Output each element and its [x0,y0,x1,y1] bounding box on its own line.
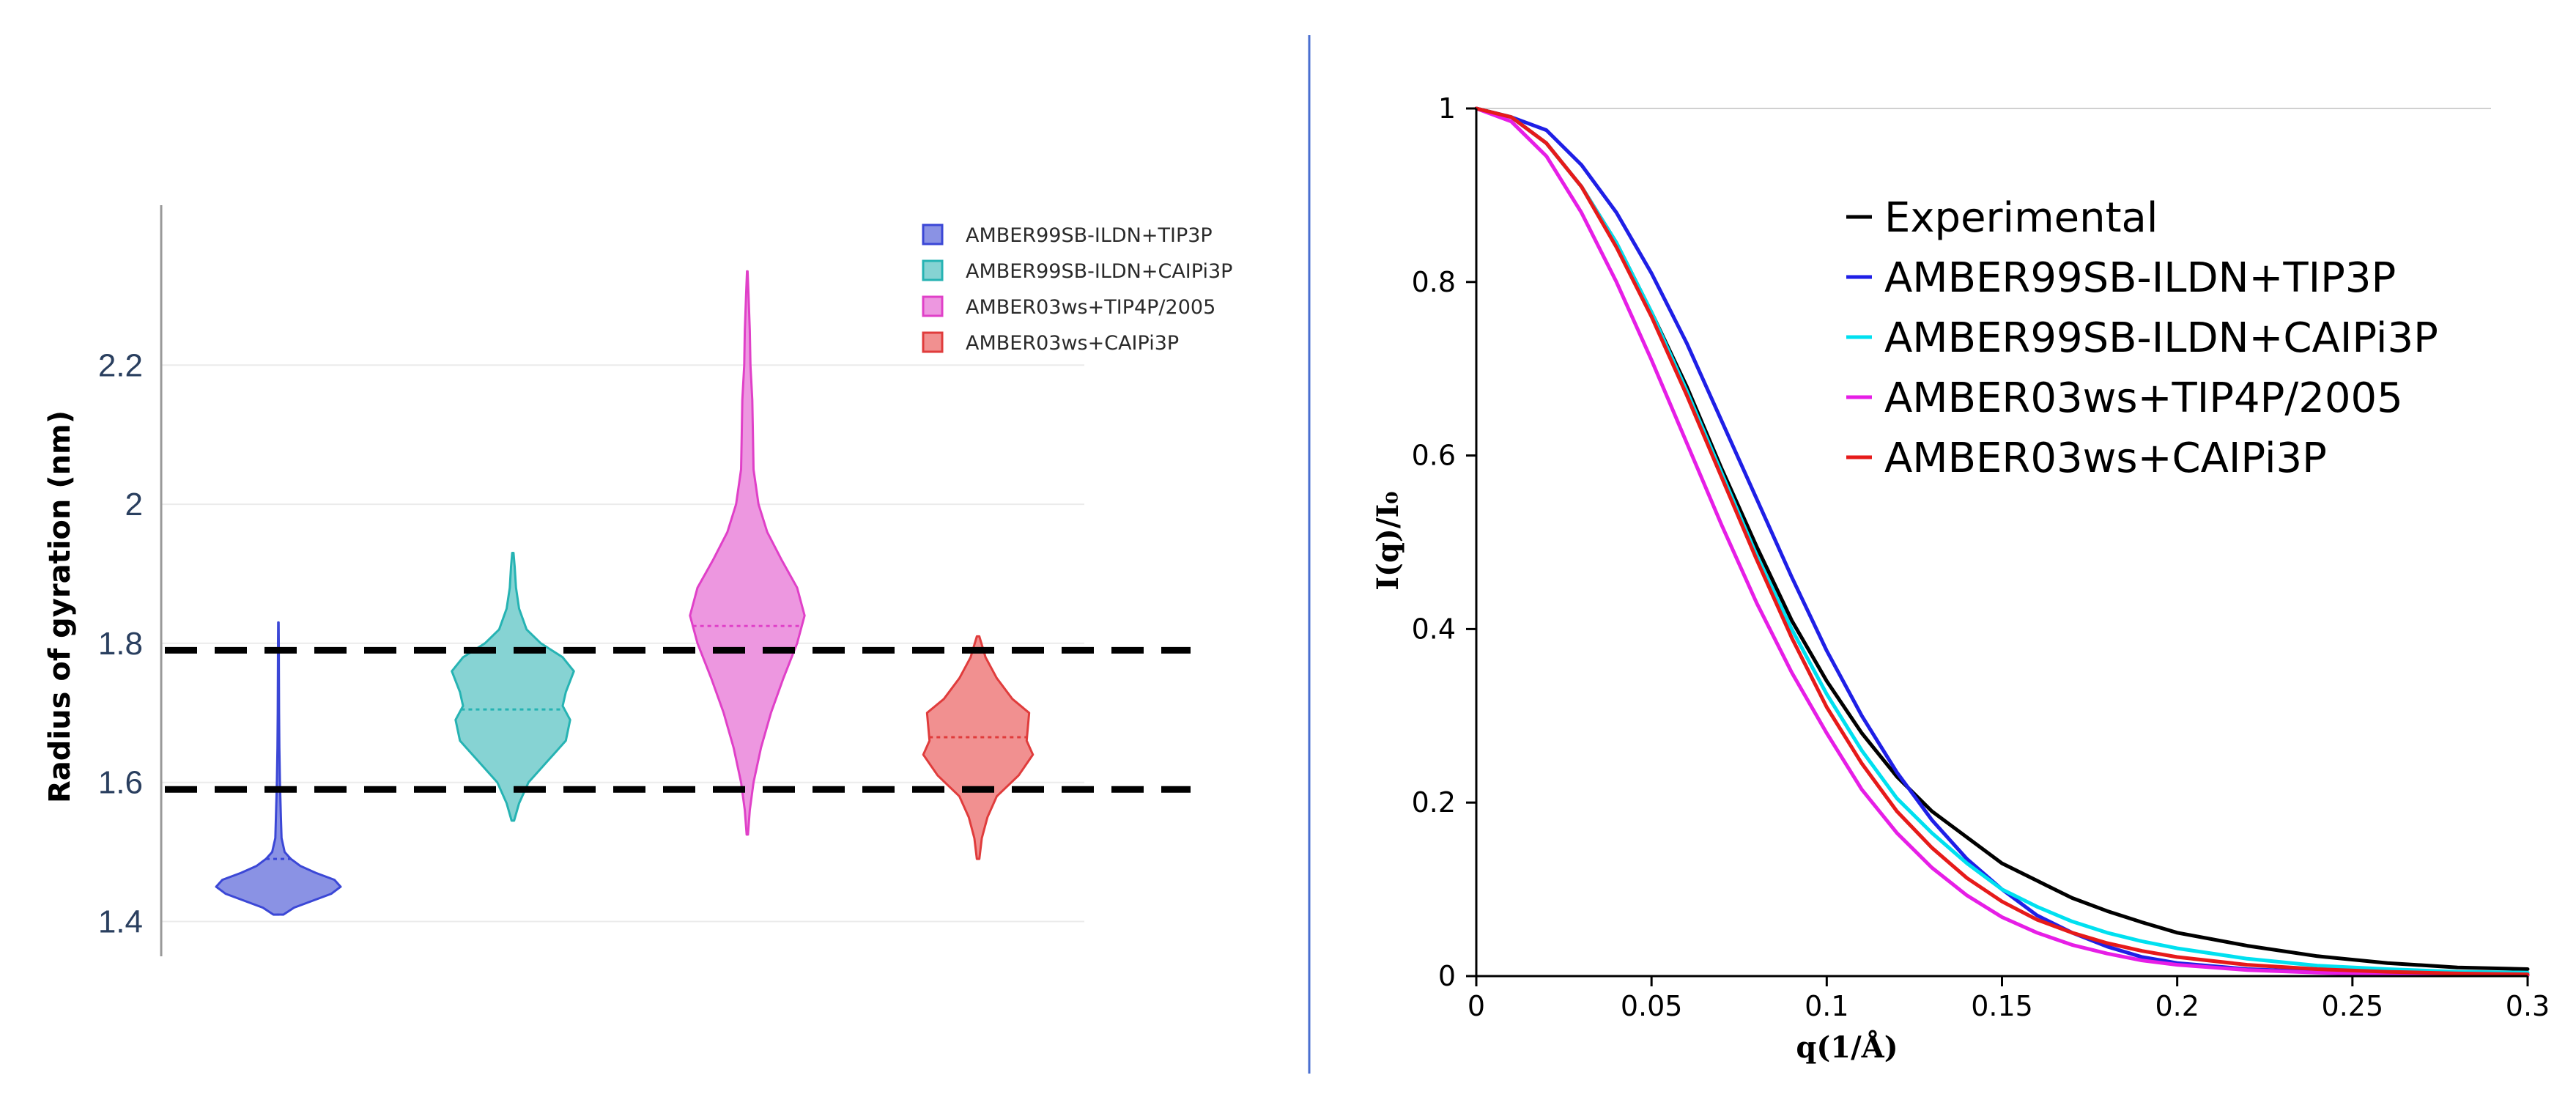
violin-legend-swatch [922,295,944,317]
line-y-tick-label: 0.6 [1412,440,1456,472]
violin-legend-label: AMBER99SB-ILDN+CAIPi3P [966,260,1232,283]
line-x-tick-label: 0.2 [2155,990,2199,1022]
line-legend-label: Experimental [1884,194,2158,242]
line-x-tick-label: 0 [1467,990,1485,1022]
violin-shape [451,552,575,822]
line-legend-label: AMBER99SB-ILDN+CAIPi3P [1884,314,2438,362]
line-y-tick-label: 1 [1438,92,1456,125]
line-x-tick-label: 0.15 [1971,990,2033,1022]
violin-y-ticks: 1.4 1.6 1.8 2 2.2 [98,347,143,939]
line-x-tick-label: 0.1 [1805,990,1848,1022]
line-x-ticks: 0 0.05 0.1 0.15 0.2 0.25 0.3 [1467,976,2550,1022]
violin-chart: 1.4 1.6 1.8 2 2.2 Radius of gyration (nm) AM… [43,205,1232,956]
line-series-path [1474,106,2530,975]
line-series-path [1474,106,2530,978]
violin-y-tick-label: 1.8 [98,626,143,662]
violin-gridlines [161,364,1084,923]
line-y-ticks: 0 0.2 0.4 0.6 0.8 1 [1412,92,1476,992]
line-y-tick-label: 0.2 [1412,786,1456,819]
violins [215,270,1035,916]
line-legend-label: AMBER03ws+TIP4P/2005 [1884,374,2403,422]
violin-legend-swatch [922,331,944,353]
violin-legend-swatch [922,259,944,281]
line-legend-label: AMBER03ws+CAIPi3P [1884,435,2327,482]
line-legend: Experimental AMBER99SB-ILDN+TIP3P AMBER99S… [1846,194,2438,482]
line-y-tick-label: 0 [1438,960,1456,992]
line-y-tick-label: 0.8 [1412,266,1456,298]
violin-shape [922,635,1035,860]
line-series [1474,106,2530,978]
line-x-tick-label: 0.25 [2322,990,2384,1022]
violin-legend-label: AMBER99SB-ILDN+TIP3P [966,224,1213,247]
line-x-tick-label: 0.05 [1621,990,1683,1022]
violin-legend: AMBER99SB-ILDN+TIP3P AMBER99SB-ILDN+CAIPi… [922,224,1232,355]
line-x-axis-title: q(1/Å) [1796,1030,1898,1065]
line-legend-label: AMBER99SB-ILDN+TIP3P [1884,254,2396,302]
violin-y-tick-label: 1.4 [98,904,143,940]
violin-legend-label: AMBER03ws+CAIPi3P [966,332,1179,355]
saxs-line-chart: 0 0.05 0.1 0.15 0.2 0.25 0.3 0 0.2 0.4 0.6 0.8 1 q(… [1371,92,2550,1065]
reference-lines [165,646,1191,793]
violin-y-axis-title: Radius of gyration (nm) [43,410,77,803]
violin-y-tick-label: 2 [125,487,143,522]
violin-shape [215,621,342,916]
violin-legend-swatch [922,224,944,245]
line-y-axis-title: I(q)/I₀ [1371,491,1405,590]
violin-y-tick-label: 1.6 [98,765,143,801]
line-series-path [1474,106,2530,977]
violin-y-tick-label: 2.2 [98,347,143,383]
violin-shape [689,270,806,836]
line-y-tick-label: 0.4 [1412,613,1456,645]
violin-legend-label: AMBER03ws+TIP4P/2005 [966,296,1215,319]
line-x-tick-label: 0.3 [2506,990,2550,1022]
